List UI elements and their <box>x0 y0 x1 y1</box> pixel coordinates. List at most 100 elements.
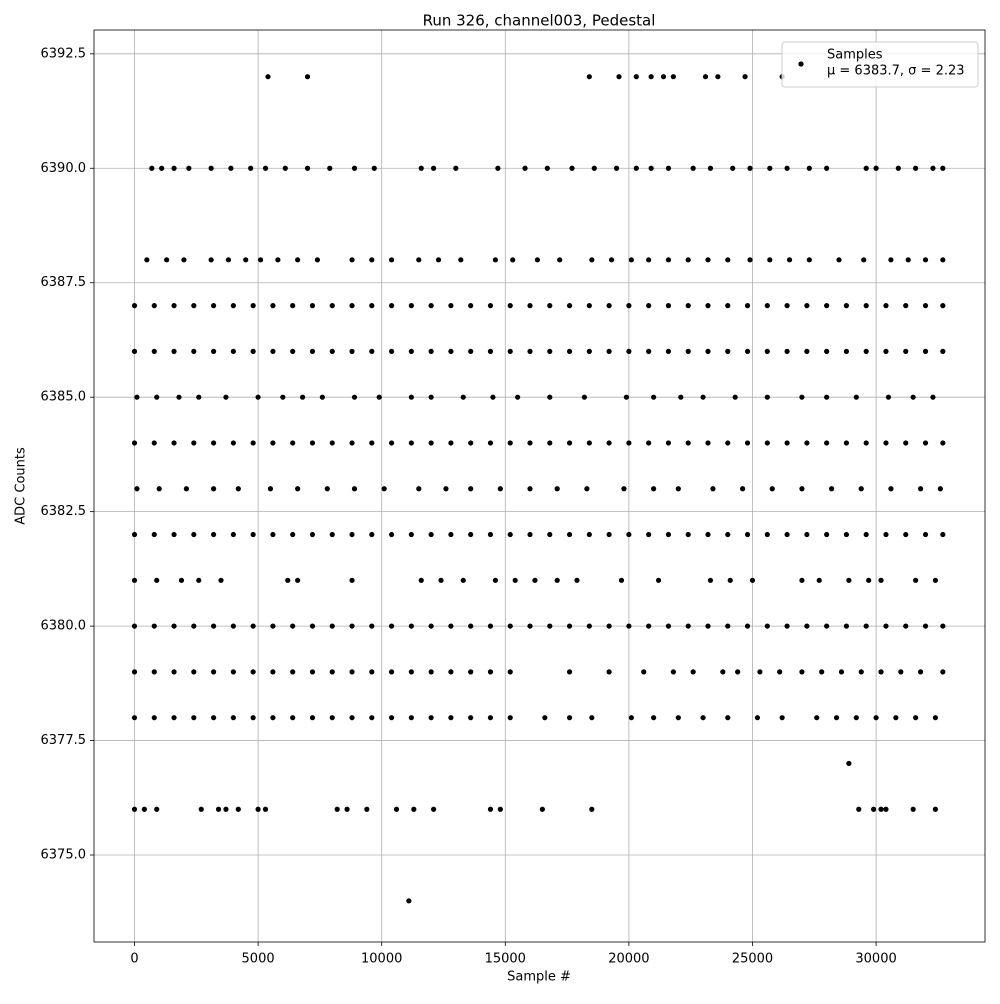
data-point <box>329 715 335 721</box>
data-point <box>309 623 316 629</box>
data-point <box>554 577 560 583</box>
data-point <box>606 348 612 354</box>
data-point <box>408 348 414 354</box>
data-point <box>715 74 721 80</box>
data-point <box>626 348 632 354</box>
data-point <box>270 669 276 675</box>
data-point <box>309 669 316 675</box>
data-point <box>490 394 496 400</box>
data-point <box>495 165 501 171</box>
data-point <box>665 623 672 629</box>
data-point <box>428 348 434 354</box>
data-point <box>883 806 889 812</box>
data-point <box>685 623 691 629</box>
data-point <box>784 440 790 446</box>
data-point <box>648 165 654 171</box>
data-point <box>151 440 157 446</box>
data-point <box>744 348 751 354</box>
data-point <box>460 394 466 400</box>
data-point <box>428 531 434 538</box>
data-point <box>282 165 288 171</box>
data-point <box>257 257 264 263</box>
data-point <box>824 348 830 354</box>
data-point <box>408 394 414 400</box>
data-point <box>487 623 494 629</box>
data-point <box>547 531 553 538</box>
data-point <box>824 394 830 400</box>
data-point <box>824 303 830 309</box>
data-point <box>754 715 761 721</box>
data-point <box>626 440 632 446</box>
data-point <box>710 486 716 492</box>
data-point <box>262 806 269 812</box>
x-tick-label: 15000 <box>485 952 526 967</box>
data-point <box>863 623 869 629</box>
data-point <box>816 577 822 583</box>
data-point <box>569 165 575 171</box>
data-point <box>438 577 444 583</box>
data-point <box>846 577 852 583</box>
data-point <box>527 531 533 538</box>
data-point <box>191 440 197 446</box>
data-point <box>606 623 612 629</box>
data-point <box>230 623 236 629</box>
data-point <box>838 669 845 675</box>
data-point <box>910 806 916 812</box>
data-point <box>154 394 160 400</box>
data-point <box>349 348 355 354</box>
data-point <box>527 623 533 629</box>
data-point <box>131 715 138 721</box>
data-point <box>507 303 513 309</box>
data-point <box>873 715 879 721</box>
data-point <box>903 348 909 354</box>
data-point <box>606 440 612 446</box>
data-point <box>497 806 503 812</box>
data-point <box>566 715 573 721</box>
data-point <box>487 531 494 538</box>
data-point <box>290 440 296 446</box>
data-point <box>369 669 375 675</box>
data-point <box>507 531 513 538</box>
data-point <box>448 440 454 446</box>
data-point <box>586 531 592 538</box>
data-point <box>557 257 563 263</box>
data-point <box>250 715 256 721</box>
data-point <box>725 531 731 538</box>
data-point <box>314 257 321 263</box>
data-point <box>171 715 177 721</box>
data-point <box>744 623 751 629</box>
data-point <box>411 806 417 812</box>
data-point <box>295 257 301 263</box>
data-point <box>250 531 256 538</box>
data-point <box>468 348 474 354</box>
data-point <box>369 531 375 538</box>
data-point <box>243 257 249 263</box>
data-point <box>930 394 936 400</box>
data-point <box>507 348 513 354</box>
data-point <box>910 394 916 400</box>
data-point <box>349 715 355 721</box>
data-point <box>388 669 395 675</box>
x-tick-label: 25000 <box>732 952 773 967</box>
data-point <box>940 623 946 629</box>
data-point <box>727 577 733 583</box>
data-point <box>369 257 375 263</box>
data-point <box>871 806 877 812</box>
data-point <box>448 531 454 538</box>
data-point <box>208 165 214 171</box>
data-point <box>309 348 316 354</box>
data-point <box>739 486 746 492</box>
data-point <box>589 806 595 812</box>
data-point <box>324 486 330 492</box>
data-point <box>732 394 738 400</box>
data-point <box>685 531 691 538</box>
data-point <box>764 394 770 400</box>
data-point <box>730 165 736 171</box>
y-tick-label: 6375.0 <box>41 848 87 863</box>
x-tick-label: 10000 <box>361 952 402 967</box>
data-point <box>786 257 793 263</box>
data-point <box>327 165 333 171</box>
data-point <box>646 257 652 263</box>
data-point <box>705 348 711 354</box>
